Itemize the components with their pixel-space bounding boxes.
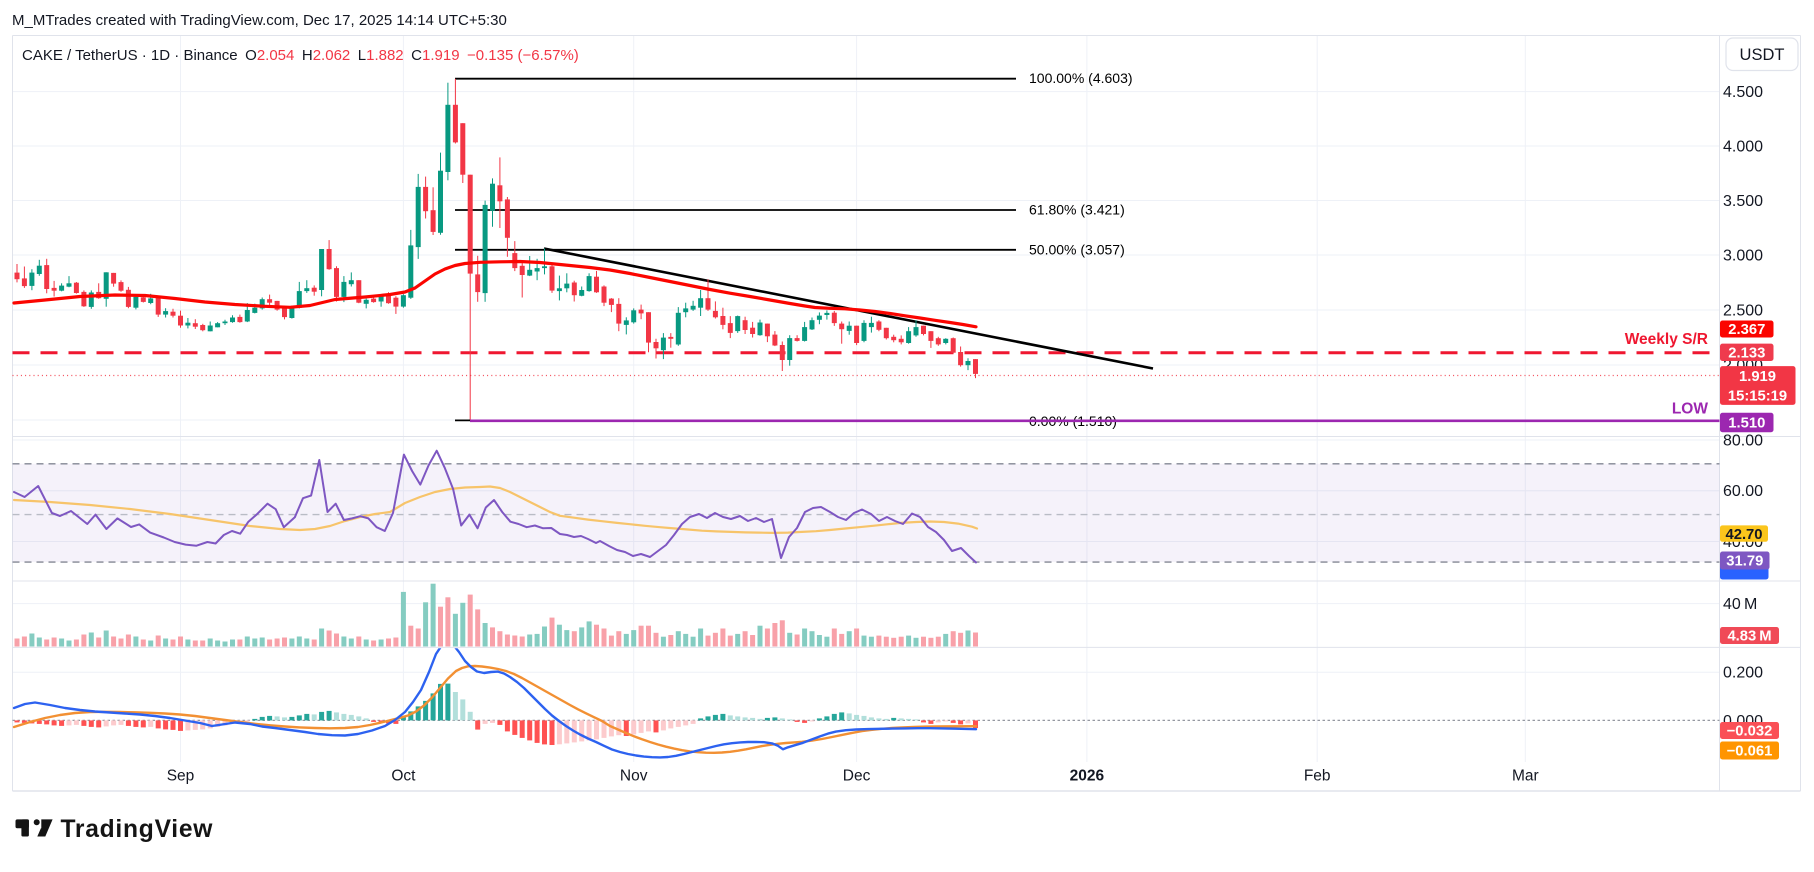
svg-text:Weekly S/R: Weekly S/R <box>1625 331 1708 348</box>
svg-text:−0.061: −0.061 <box>1727 744 1773 760</box>
svg-text:1.919: 1.919 <box>1739 369 1776 385</box>
svg-text:40 M: 40 M <box>1723 596 1757 613</box>
svg-text:1.510: 1.510 <box>1728 416 1765 432</box>
svg-text:100.00% (4.603): 100.00% (4.603) <box>1029 70 1133 86</box>
svg-text:50.00% (3.057): 50.00% (3.057) <box>1029 241 1125 257</box>
svg-text:3.000: 3.000 <box>1723 248 1763 265</box>
svg-text:−0.032: −0.032 <box>1727 724 1773 740</box>
svg-text:80.00: 80.00 <box>1723 433 1763 450</box>
svg-text:61.80% (3.421): 61.80% (3.421) <box>1029 202 1125 218</box>
svg-text:Sep: Sep <box>167 768 195 785</box>
svg-text:4.500: 4.500 <box>1723 84 1763 101</box>
svg-text:0.200: 0.200 <box>1723 665 1763 682</box>
svg-text:Dec: Dec <box>843 768 871 785</box>
svg-text:15:15:19: 15:15:19 <box>1728 388 1787 404</box>
svg-text:2.500: 2.500 <box>1723 303 1763 320</box>
svg-text:Mar: Mar <box>1512 768 1539 785</box>
svg-text:2.133: 2.133 <box>1728 346 1765 362</box>
svg-text:LOW: LOW <box>1672 401 1709 418</box>
svg-text:Feb: Feb <box>1304 768 1331 785</box>
svg-text:2026: 2026 <box>1070 768 1105 785</box>
svg-text:60.00: 60.00 <box>1723 483 1763 500</box>
svg-text:4.000: 4.000 <box>1723 139 1763 156</box>
svg-text:M_MTrades created with Trading: M_MTrades created with TradingView.com, … <box>12 12 507 29</box>
svg-text:31.79: 31.79 <box>1726 554 1763 570</box>
svg-text:TradingView: TradingView <box>61 816 214 843</box>
svg-text:3.500: 3.500 <box>1723 193 1763 210</box>
svg-text:CAKE / TetherUS · 1D · Binance: CAKE / TetherUS · 1D · Binance O2.054 H2… <box>22 47 579 64</box>
svg-text:Nov: Nov <box>620 768 648 785</box>
svg-text:4.83 M: 4.83 M <box>1727 629 1771 645</box>
svg-text:Oct: Oct <box>391 768 416 785</box>
svg-text:42.70: 42.70 <box>1725 527 1762 543</box>
svg-text:2.367: 2.367 <box>1728 322 1765 338</box>
svg-text:USDT: USDT <box>1740 46 1785 64</box>
